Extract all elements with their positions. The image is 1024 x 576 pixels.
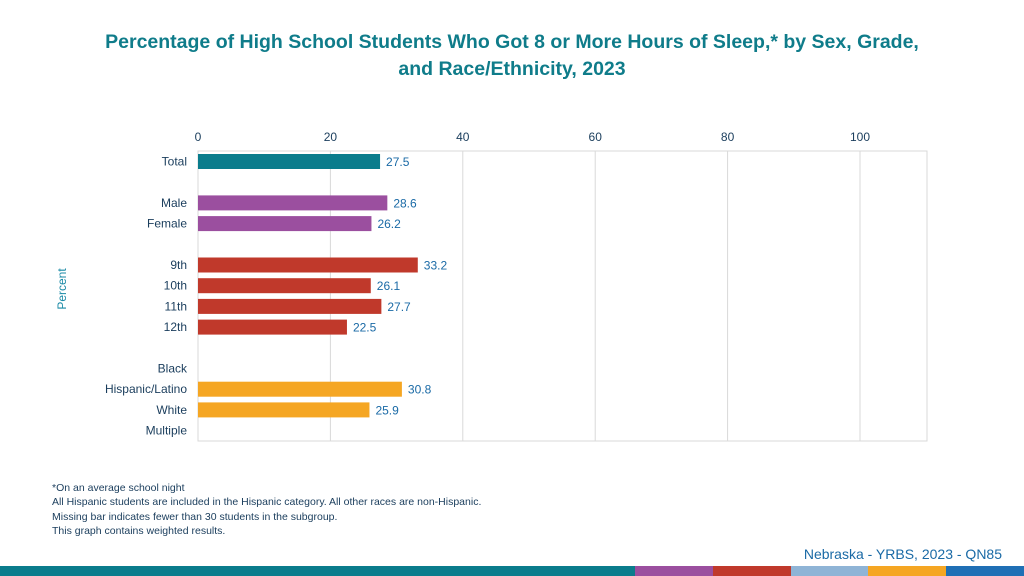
- category-label: Female: [147, 217, 187, 231]
- x-tick-label: 20: [324, 130, 338, 144]
- bar: [198, 381, 402, 397]
- bar: [198, 216, 372, 232]
- x-tick-label: 80: [721, 130, 735, 144]
- band-segment: [868, 566, 947, 576]
- source-label: Nebraska - YRBS, 2023 - QN85: [803, 546, 1002, 562]
- band-segment: [634, 566, 713, 576]
- data-label: 26.2: [377, 217, 401, 231]
- data-label: 22.5: [353, 321, 377, 335]
- data-label: 25.9: [375, 403, 399, 417]
- bar: [198, 402, 370, 418]
- category-label: Hispanic/Latino: [105, 382, 187, 396]
- chart-title-line-2: and Race/Ethnicity, 2023: [398, 58, 626, 80]
- x-tick-label: 40: [456, 130, 470, 144]
- category-label: White: [156, 403, 187, 417]
- data-label: 27.5: [386, 155, 410, 169]
- plot-area-border: [197, 150, 928, 442]
- bottom-color-band: [0, 566, 1024, 576]
- category-label: 10th: [164, 279, 187, 293]
- category-label: Black: [158, 362, 188, 376]
- chart-title-line-1: Percentage of High School Students Who G…: [105, 31, 919, 53]
- category-label: 9th: [170, 258, 187, 272]
- footnote-1: *On an average school night: [52, 482, 185, 494]
- category-label: 11th: [165, 299, 187, 313]
- category-label: Male: [161, 196, 187, 210]
- footnote-4: This graph contains weighted results.: [52, 524, 226, 537]
- data-label: 28.6: [393, 196, 417, 210]
- band-segment: [712, 566, 791, 576]
- bar: [198, 278, 371, 294]
- category-label: 12th: [164, 320, 187, 334]
- band-segment: [790, 566, 869, 576]
- x-tick-label: 0: [195, 130, 202, 144]
- bar: [198, 298, 382, 314]
- bar: [198, 257, 418, 273]
- band-segment: [946, 566, 1024, 576]
- x-tick-label: 60: [589, 130, 603, 144]
- y-axis-label: Percent: [55, 268, 69, 310]
- data-label: 30.8: [408, 383, 432, 397]
- footnote-3: Missing bar indicates fewer than 30 stud…: [52, 510, 338, 523]
- bar: [198, 319, 347, 335]
- x-tick-label: 100: [850, 130, 870, 144]
- data-label: 26.1: [377, 279, 401, 293]
- data-label: 27.7: [387, 300, 411, 314]
- bar: [198, 195, 388, 211]
- chart-title: Percentage of High School Students Who G…: [40, 29, 984, 83]
- category-label: Total: [162, 155, 187, 169]
- bar: [198, 154, 381, 169]
- band-segment: [0, 566, 635, 576]
- footnotes: *On an average school night All Hispanic…: [52, 481, 481, 538]
- data-label: 33.2: [424, 259, 448, 273]
- category-label: Multiple: [146, 424, 188, 438]
- bar-chart: 0 20 40 60 80 100 Percent Total 27.5 Male 28.6 Fema…: [55, 130, 928, 442]
- footnote-2: All Hispanic students are included in th…: [52, 496, 482, 509]
